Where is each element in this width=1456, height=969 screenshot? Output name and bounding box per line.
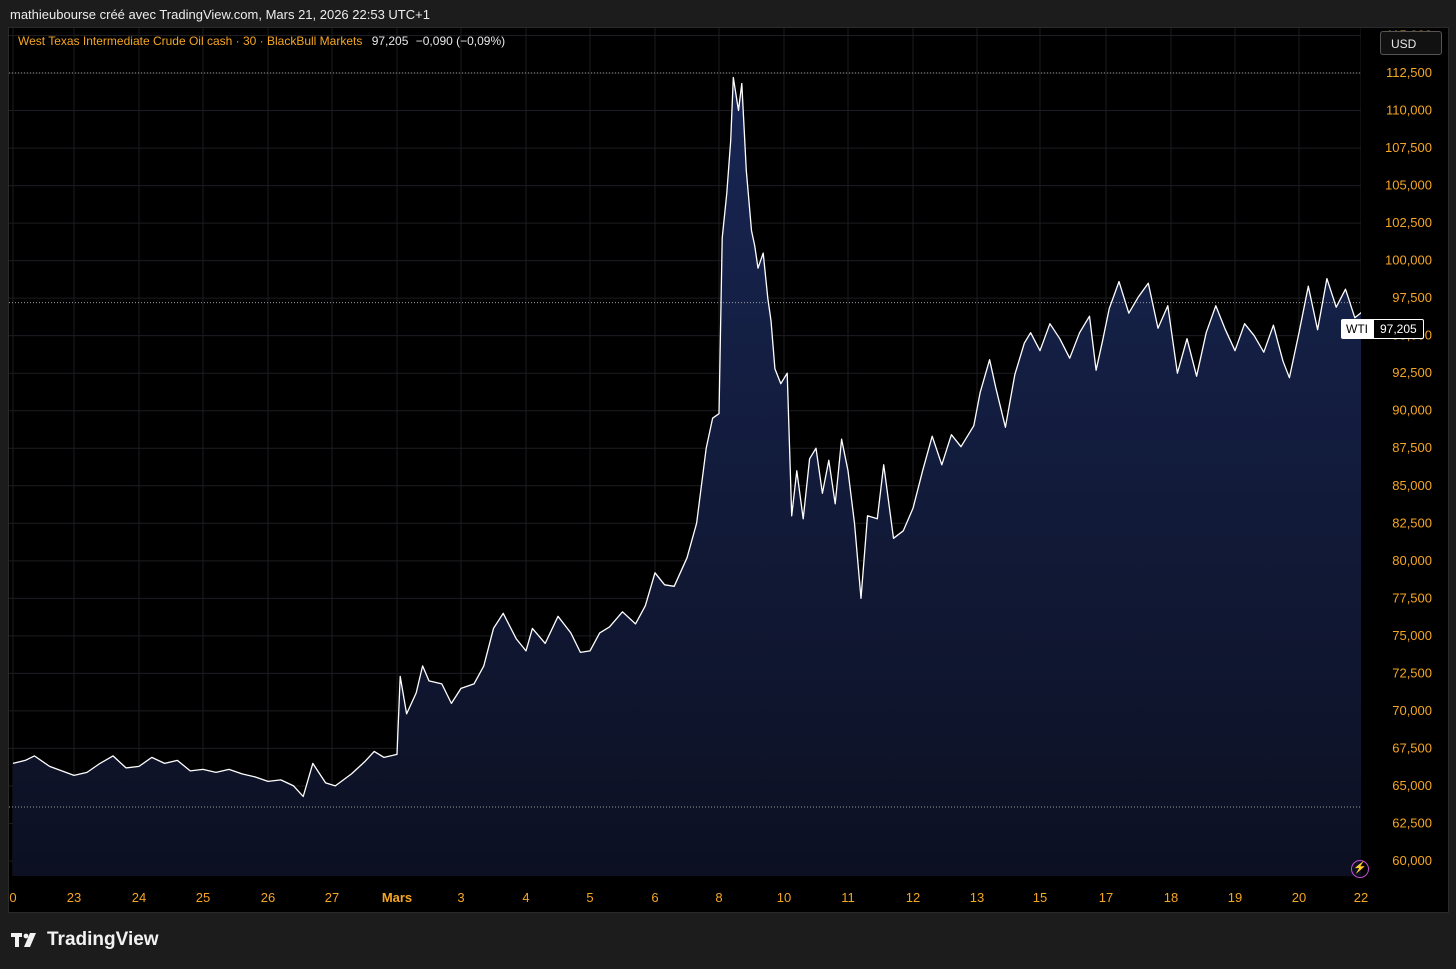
x-tick-label: 27 bbox=[325, 890, 339, 905]
symbol-legend[interactable]: West Texas Intermediate Crude Oil cash ·… bbox=[18, 34, 505, 48]
y-tick-label: 62,500 bbox=[1392, 815, 1432, 830]
x-tick-label: 15 bbox=[1033, 890, 1047, 905]
y-tick-label: 77,500 bbox=[1392, 590, 1432, 605]
y-tick-label: 112,500 bbox=[1386, 65, 1432, 80]
y-tick-label: 110,000 bbox=[1386, 103, 1432, 118]
y-tick-label: 105,000 bbox=[1385, 178, 1432, 193]
chart-caption: mathieubourse créé avec TradingView.com,… bbox=[10, 7, 430, 22]
y-tick-label: 67,500 bbox=[1392, 740, 1432, 755]
y-tick-label: 80,000 bbox=[1392, 553, 1432, 568]
currency-button[interactable]: USD bbox=[1380, 31, 1442, 55]
x-tick-label: 4 bbox=[522, 890, 529, 905]
x-tick-label: 12 bbox=[906, 890, 920, 905]
x-tick-label: 19 bbox=[1228, 890, 1242, 905]
y-tick-label: 97,500 bbox=[1392, 290, 1432, 305]
legend-last-price: 97,205 bbox=[371, 34, 409, 48]
y-tick-label: 90,000 bbox=[1392, 403, 1432, 418]
price-area-fill bbox=[13, 77, 1422, 876]
price-tag-symbol: WTI bbox=[1341, 319, 1373, 339]
y-tick-label: 72,500 bbox=[1392, 665, 1432, 680]
x-tick-label: 17 bbox=[1099, 890, 1113, 905]
time-axis[interactable]: 0 23 24 25 26 27 Mars 3 4 5 6 8 10 11 12 13 15 17 18 19 20 22 bbox=[9, 890, 1368, 905]
x-tick-label: 22 bbox=[1354, 890, 1368, 905]
legend-title: West Texas Intermediate Crude Oil cash ·… bbox=[18, 34, 363, 48]
y-tick-label: 70,000 bbox=[1392, 703, 1432, 718]
x-tick-label: 23 bbox=[67, 890, 81, 905]
y-tick-label: 82,500 bbox=[1392, 515, 1432, 530]
y-tick-label: 65,000 bbox=[1392, 778, 1432, 793]
y-tick-label: 87,500 bbox=[1392, 440, 1432, 455]
y-tick-label: 102,500 bbox=[1385, 215, 1432, 230]
x-tick-label: 26 bbox=[261, 890, 275, 905]
price-tag-value: 97,205 bbox=[1373, 319, 1424, 339]
x-tick-label: 5 bbox=[586, 890, 593, 905]
price-series-line bbox=[12, 76, 1423, 798]
x-tick-label: 13 bbox=[970, 890, 984, 905]
legend-change: −0,090 (−0,09%) bbox=[415, 34, 506, 48]
x-tick-label: Mars bbox=[382, 890, 412, 905]
x-tick-label: 0 bbox=[9, 890, 16, 905]
y-tick-label: 75,000 bbox=[1392, 628, 1432, 643]
price-chart[interactable]: 60,000 62,500 65,000 67,500 70,000 72,500 75,0… bbox=[9, 28, 1449, 913]
x-tick-label: 20 bbox=[1292, 890, 1306, 905]
brand-name: TradingView bbox=[47, 929, 159, 950]
x-tick-label: 11 bbox=[841, 890, 855, 905]
y-tick-label: 107,500 bbox=[1385, 140, 1432, 155]
price-axis[interactable]: 60,000 62,500 65,000 67,500 70,000 72,500 75,0… bbox=[1361, 28, 1449, 913]
x-tick-label: 10 bbox=[777, 890, 791, 905]
last-price-label: WTI 97,205 bbox=[1341, 319, 1424, 339]
y-tick-label: 60,000 bbox=[1392, 853, 1432, 868]
x-tick-label: 3 bbox=[457, 890, 464, 905]
x-tick-label: 25 bbox=[196, 890, 210, 905]
x-tick-label: 24 bbox=[132, 890, 146, 905]
y-tick-label: 85,000 bbox=[1392, 478, 1432, 493]
x-tick-label: 18 bbox=[1164, 890, 1178, 905]
brand-logo: TradingView bbox=[11, 929, 159, 951]
chart-panel[interactable]: 60,000 62,500 65,000 67,500 70,000 72,500 75,0… bbox=[8, 27, 1449, 913]
tradingview-logo-icon bbox=[11, 933, 36, 947]
x-tick-label: 6 bbox=[651, 890, 658, 905]
y-tick-label: 100,000 bbox=[1385, 253, 1432, 268]
lightning-icon[interactable]: ⚡ bbox=[1351, 860, 1369, 878]
x-tick-label: 8 bbox=[715, 890, 722, 905]
y-tick-label: 92,500 bbox=[1392, 365, 1432, 380]
